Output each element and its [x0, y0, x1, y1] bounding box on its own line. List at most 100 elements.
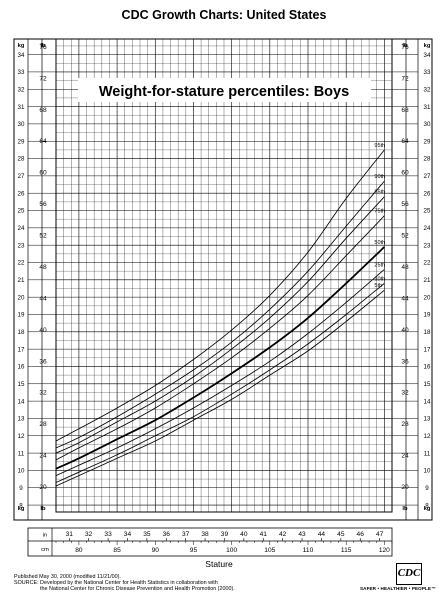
lb-tick-label-left: 20	[39, 484, 47, 491]
kg-tick-label-right: 21	[424, 277, 431, 284]
in-tick-label: 39	[221, 531, 229, 538]
series-label-85th: 85th	[374, 190, 385, 196]
kg-tick-label-right: 28	[424, 156, 431, 163]
lb-tick-label-right: 60	[401, 170, 409, 177]
kg-tick-label-left: 32	[18, 86, 25, 93]
series-line-95th	[55, 149, 385, 442]
lb-tick-label-right: 68	[401, 107, 409, 114]
in-tick-label: 43	[298, 531, 306, 538]
in-tick-label: 33	[104, 531, 112, 538]
source-note-line-1: SOURCE: Developed by the National Center…	[14, 580, 218, 586]
in-tick-label: 47	[376, 531, 384, 538]
series-line-90th	[55, 180, 385, 449]
x-axis-title: Stature	[205, 559, 233, 569]
lb-tick-label-right: 52	[401, 233, 409, 240]
series-label-5th: 5th	[374, 283, 382, 289]
in-tick-label: 41	[260, 531, 268, 538]
lb-tick-label-right: 32	[401, 390, 409, 397]
lb-tick-label-left: 28	[39, 421, 47, 428]
in-tick-label: 35	[143, 531, 151, 538]
kg-tick-label-left: 30	[18, 121, 25, 128]
series-line-25th	[55, 269, 385, 476]
series-line-5th	[55, 289, 385, 487]
kg-tick-label-left: 24	[18, 225, 25, 232]
kg-tick-label-left: 14	[18, 398, 25, 405]
kg-tick-label-left: 17	[18, 346, 25, 353]
source-note-line-2: the National Center for Chronic Disease …	[40, 586, 235, 592]
kg-tick-label-left: 28	[18, 156, 25, 163]
kg-tick-label-right: 13	[424, 416, 431, 423]
cm-tick-label: 105	[264, 547, 275, 554]
in-tick-label: 34	[124, 531, 132, 538]
in-tick-label: 36	[163, 531, 171, 538]
kg-unit-label-left: kg	[18, 43, 25, 49]
kg-tick-label-left: 12	[18, 433, 25, 440]
in-tick-label: 42	[279, 531, 287, 538]
kg-unit-label-right: kg	[424, 506, 431, 512]
lb-tick-label-right: 24	[401, 453, 409, 460]
in-tick-label: 38	[201, 531, 209, 538]
kg-tick-label-left: 34	[18, 52, 25, 59]
chart-series	[55, 149, 386, 487]
kg-tick-label-right: 25	[424, 208, 431, 215]
cm-tick-label: 120	[379, 547, 390, 554]
kg-tick-label-right: 31	[424, 104, 431, 111]
kg-tick-label-left: 29	[18, 138, 25, 145]
lb-tick-label-left: 52	[39, 233, 47, 240]
kg-tick-label-right: 14	[424, 398, 431, 405]
kg-tick-label-left: 22	[18, 260, 25, 267]
kg-tick-label-left: 33	[18, 69, 25, 76]
kg-tick-label-right: 18	[424, 329, 431, 336]
kg-tick-label-left: 15	[18, 381, 25, 388]
lb-unit-label-left: lb	[40, 43, 46, 49]
lb-tick-label-right: 48	[401, 264, 409, 271]
published-note: Published May 30, 2000 (modified 11/21/0…	[14, 574, 121, 580]
kg-tick-label-left: 21	[18, 277, 25, 284]
kg-tick-label-right: 22	[424, 260, 431, 267]
kg-tick-label-left: 8	[19, 502, 23, 509]
in-tick-label: 31	[66, 531, 74, 538]
cdc-logo: CDC	[396, 563, 422, 585]
kg-tick-label-right: 29	[424, 138, 431, 145]
chart-outer-frame	[13, 38, 433, 521]
kg-tick-label-left: 10	[18, 468, 25, 475]
in-tick-label: 37	[182, 531, 190, 538]
cm-tick-label: 115	[341, 547, 352, 554]
cm-tick-label: 80	[75, 547, 83, 554]
cm-unit-label: cm	[41, 547, 49, 553]
kg-tick-label-right: 16	[424, 364, 431, 371]
lb-tick-label-left: 76	[39, 44, 47, 51]
series-line-10th	[55, 282, 385, 483]
chart-grid	[13, 38, 433, 521]
kg-tick-label-left: 9	[19, 485, 23, 492]
kg-tick-label-left: 26	[18, 190, 25, 197]
lb-unit-label-left: lb	[40, 506, 46, 512]
cm-tick-label: 100	[226, 547, 237, 554]
lb-tick-label-right: 28	[401, 421, 409, 428]
in-tick-label: 32	[85, 531, 93, 538]
lb-tick-label-right: 76	[401, 44, 409, 51]
series-line-85th	[55, 196, 385, 454]
kg-tick-label-left: 20	[18, 294, 25, 301]
series-line-50th	[55, 246, 386, 470]
lb-tick-label-left: 48	[39, 264, 47, 271]
lb-tick-label-right: 40	[401, 327, 409, 334]
lb-tick-label-left: 36	[39, 358, 47, 365]
lb-tick-label-left: 56	[39, 201, 47, 208]
kg-tick-label-left: 19	[18, 312, 25, 319]
cm-tick-label: 85	[113, 547, 121, 554]
series-label-50th: 50th	[374, 240, 385, 246]
in-tick-label: 46	[357, 531, 365, 538]
lb-tick-label-right: 64	[401, 138, 409, 145]
lb-tick-label-left: 32	[39, 390, 47, 397]
cm-tick-label: 90	[152, 547, 160, 554]
in-tick-label: 45	[337, 531, 345, 538]
kg-tick-label-right: 34	[424, 52, 431, 59]
lb-unit-label-right: lb	[402, 43, 408, 49]
kg-tick-label-left: 16	[18, 364, 25, 371]
kg-tick-label-right: 11	[424, 450, 431, 457]
kg-tick-label-right: 23	[424, 242, 431, 249]
kg-tick-label-left: 13	[18, 416, 25, 423]
lb-tick-label-right: 72	[401, 75, 409, 82]
